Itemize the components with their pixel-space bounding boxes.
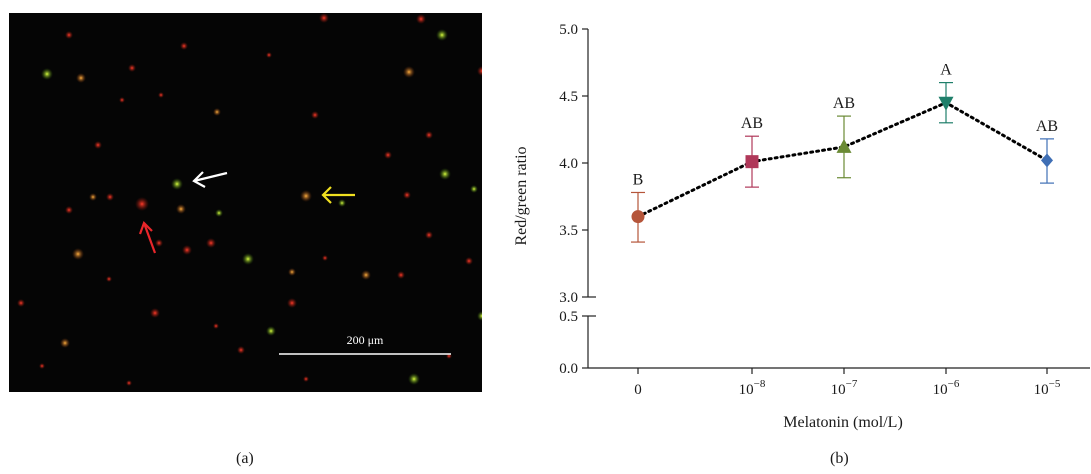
annotation-arrows: [138, 171, 355, 254]
data-point-circle: [631, 210, 645, 224]
significance-letter: AB: [741, 115, 763, 132]
red-arrow: [138, 221, 157, 254]
x-tick-label: 10−7: [831, 378, 858, 398]
series-line: [636, 101, 1049, 219]
data-point-diamond: [1041, 153, 1053, 168]
panel-a-caption: (a): [236, 450, 254, 467]
x-tick-label: 10−6: [933, 378, 960, 398]
y-tick-label: 0.5: [559, 309, 578, 325]
white-arrow: [192, 171, 228, 188]
significance-letter: B: [633, 171, 644, 188]
x-tick-label: 10−5: [1034, 378, 1061, 398]
x-axis-label: Melatonin (mol/L): [783, 414, 903, 431]
chart-axes: 3.0 3.5 4.0 4.5 5.0 0.0 0.5 0 10−8 10−7 10−6 10−5: [559, 22, 1090, 398]
micrograph-svg: 200 μm: [17, 13, 487, 386]
data-point-triangle-up: [836, 138, 852, 153]
y-tick-label: 0.0: [559, 361, 578, 377]
ratio-chart: 3.0 3.5 4.0 4.5 5.0 0.0 0.5 0 10−8 10−7 10−6 10−5 B…: [513, 22, 1090, 431]
y-axis-label: Red/green ratio: [513, 146, 530, 245]
chart-marks: B AB AB A AB: [631, 62, 1058, 243]
y-tick-label: 4.5: [559, 89, 578, 105]
x-tick-label: 0: [634, 382, 642, 398]
significance-letter: AB: [833, 95, 855, 112]
data-point-triangle-down: [938, 96, 954, 111]
cell-dots: [17, 13, 487, 386]
x-tick-label: 10−8: [739, 378, 766, 398]
scale-bar-label: 200 μm: [347, 333, 384, 347]
y-tick-label: 4.0: [559, 156, 578, 172]
significance-letter: AB: [1036, 118, 1058, 135]
panel-b-caption: (b): [830, 450, 849, 467]
y-tick-label: 3.0: [559, 290, 578, 306]
y-tick-label: 3.5: [559, 223, 578, 239]
fluorescence-micrograph: 200 μm: [9, 13, 487, 392]
significance-letter: A: [940, 62, 952, 79]
data-point-square: [745, 155, 759, 169]
y-tick-label: 5.0: [559, 22, 578, 38]
yellow-arrow: [321, 186, 355, 204]
